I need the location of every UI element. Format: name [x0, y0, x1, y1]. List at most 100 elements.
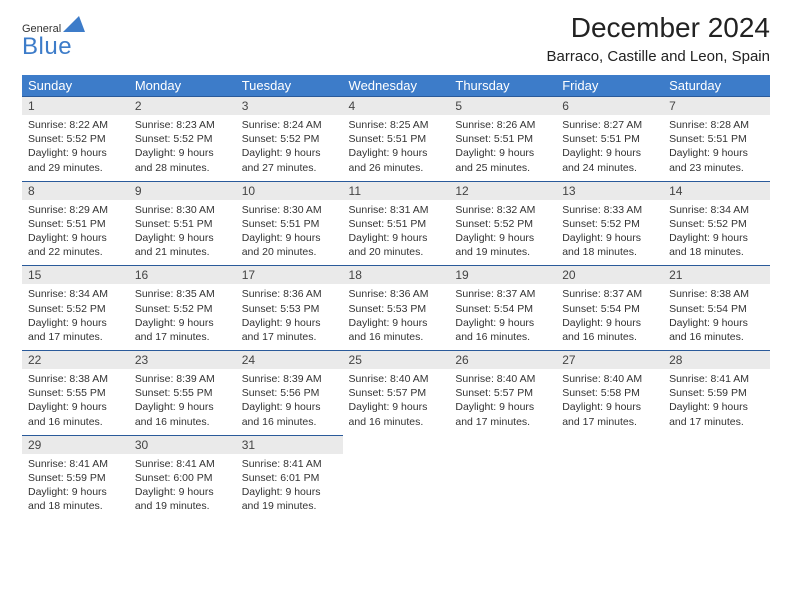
day-cell: Sunrise: 8:39 AMSunset: 5:56 PMDaylight:… — [236, 369, 343, 435]
daylight-text-2: and 19 minutes. — [135, 499, 230, 513]
day-cell: Sunrise: 8:22 AMSunset: 5:52 PMDaylight:… — [22, 115, 129, 181]
sunset-text: Sunset: 5:52 PM — [562, 217, 657, 231]
daylight-text-2: and 19 minutes. — [242, 499, 337, 513]
daylight-text-1: Daylight: 9 hours — [28, 400, 123, 414]
day-cell: Sunrise: 8:27 AMSunset: 5:51 PMDaylight:… — [556, 115, 663, 181]
daylight-text-2: and 18 minutes. — [669, 245, 764, 259]
sunrise-text: Sunrise: 8:27 AM — [562, 118, 657, 132]
daylight-text-1: Daylight: 9 hours — [669, 316, 764, 330]
daylight-text-1: Daylight: 9 hours — [242, 485, 337, 499]
day-cell: Sunrise: 8:26 AMSunset: 5:51 PMDaylight:… — [449, 115, 556, 181]
day-number: 29 — [22, 435, 129, 454]
day-cell: Sunrise: 8:28 AMSunset: 5:51 PMDaylight:… — [663, 115, 770, 181]
day-cell: Sunrise: 8:31 AMSunset: 5:51 PMDaylight:… — [343, 200, 450, 266]
sunset-text: Sunset: 5:51 PM — [455, 132, 550, 146]
day-cell: Sunrise: 8:36 AMSunset: 5:53 PMDaylight:… — [343, 284, 450, 350]
sunrise-text: Sunrise: 8:41 AM — [669, 372, 764, 386]
daylight-text-2: and 17 minutes. — [28, 330, 123, 344]
sunrise-text: Sunrise: 8:36 AM — [242, 287, 337, 301]
daylight-text-1: Daylight: 9 hours — [135, 316, 230, 330]
sunset-text: Sunset: 5:56 PM — [242, 386, 337, 400]
sunset-text: Sunset: 5:52 PM — [28, 132, 123, 146]
sunset-text: Sunset: 5:52 PM — [669, 217, 764, 231]
day-cell — [343, 454, 450, 520]
sunset-text: Sunset: 5:52 PM — [242, 132, 337, 146]
sunset-text: Sunset: 5:52 PM — [135, 302, 230, 316]
daylight-text-1: Daylight: 9 hours — [135, 400, 230, 414]
sunrise-text: Sunrise: 8:32 AM — [455, 203, 550, 217]
daylight-text-2: and 16 minutes. — [349, 415, 444, 429]
sunset-text: Sunset: 5:53 PM — [349, 302, 444, 316]
sunset-text: Sunset: 5:53 PM — [242, 302, 337, 316]
daylight-text-1: Daylight: 9 hours — [135, 485, 230, 499]
weekday-header: Friday — [556, 75, 663, 97]
day-number: 9 — [129, 181, 236, 200]
sunrise-text: Sunrise: 8:39 AM — [135, 372, 230, 386]
day-number: 19 — [449, 266, 556, 285]
day-number: 7 — [663, 97, 770, 116]
daynum-row: 1234567 — [22, 97, 770, 116]
daylight-text-2: and 21 minutes. — [135, 245, 230, 259]
day-number: 18 — [343, 266, 450, 285]
sunrise-text: Sunrise: 8:41 AM — [242, 457, 337, 471]
sunset-text: Sunset: 5:54 PM — [669, 302, 764, 316]
weekday-header: Monday — [129, 75, 236, 97]
daylight-text-1: Daylight: 9 hours — [562, 146, 657, 160]
day-cell: Sunrise: 8:36 AMSunset: 5:53 PMDaylight:… — [236, 284, 343, 350]
sunrise-text: Sunrise: 8:40 AM — [562, 372, 657, 386]
sunrise-text: Sunrise: 8:38 AM — [669, 287, 764, 301]
header-right: December 2024 Barraco, Castille and Leon… — [547, 12, 770, 65]
daylight-text-1: Daylight: 9 hours — [562, 316, 657, 330]
daylight-text-2: and 17 minutes. — [669, 415, 764, 429]
weekday-header: Tuesday — [236, 75, 343, 97]
day-cell: Sunrise: 8:33 AMSunset: 5:52 PMDaylight:… — [556, 200, 663, 266]
day-number: 8 — [22, 181, 129, 200]
daylight-text-2: and 16 minutes. — [562, 330, 657, 344]
daylight-text-2: and 20 minutes. — [242, 245, 337, 259]
daylight-text-1: Daylight: 9 hours — [669, 400, 764, 414]
day-cell: Sunrise: 8:40 AMSunset: 5:58 PMDaylight:… — [556, 369, 663, 435]
day-cell: Sunrise: 8:34 AMSunset: 5:52 PMDaylight:… — [22, 284, 129, 350]
weekday-header: Sunday — [22, 75, 129, 97]
sunset-text: Sunset: 5:51 PM — [28, 217, 123, 231]
daylight-text-1: Daylight: 9 hours — [135, 231, 230, 245]
logo-blue: Blue — [22, 33, 72, 60]
page-title: December 2024 — [547, 12, 770, 44]
sunrise-text: Sunrise: 8:28 AM — [669, 118, 764, 132]
sunrise-text: Sunrise: 8:40 AM — [455, 372, 550, 386]
daylight-text-2: and 18 minutes. — [562, 245, 657, 259]
day-number — [556, 435, 663, 454]
day-number: 3 — [236, 97, 343, 116]
logo-text: General Blue — [22, 20, 85, 59]
daylight-text-2: and 29 minutes. — [28, 161, 123, 175]
data-row: Sunrise: 8:22 AMSunset: 5:52 PMDaylight:… — [22, 115, 770, 181]
day-cell: Sunrise: 8:41 AMSunset: 6:01 PMDaylight:… — [236, 454, 343, 520]
day-number: 20 — [556, 266, 663, 285]
sunset-text: Sunset: 5:59 PM — [28, 471, 123, 485]
data-row: Sunrise: 8:41 AMSunset: 5:59 PMDaylight:… — [22, 454, 770, 520]
day-cell — [663, 454, 770, 520]
daylight-text-2: and 24 minutes. — [562, 161, 657, 175]
page-subtitle: Barraco, Castille and Leon, Spain — [547, 48, 770, 65]
data-row: Sunrise: 8:38 AMSunset: 5:55 PMDaylight:… — [22, 369, 770, 435]
day-number: 25 — [343, 351, 450, 370]
day-number — [663, 435, 770, 454]
day-cell — [556, 454, 663, 520]
weekday-header: Saturday — [663, 75, 770, 97]
sunset-text: Sunset: 5:58 PM — [562, 386, 657, 400]
day-cell: Sunrise: 8:29 AMSunset: 5:51 PMDaylight:… — [22, 200, 129, 266]
daylight-text-1: Daylight: 9 hours — [135, 146, 230, 160]
sunset-text: Sunset: 6:01 PM — [242, 471, 337, 485]
sunset-text: Sunset: 5:51 PM — [242, 217, 337, 231]
sunrise-text: Sunrise: 8:41 AM — [135, 457, 230, 471]
day-cell: Sunrise: 8:30 AMSunset: 5:51 PMDaylight:… — [129, 200, 236, 266]
day-cell: Sunrise: 8:30 AMSunset: 5:51 PMDaylight:… — [236, 200, 343, 266]
data-row: Sunrise: 8:34 AMSunset: 5:52 PMDaylight:… — [22, 284, 770, 350]
daylight-text-1: Daylight: 9 hours — [28, 485, 123, 499]
day-cell: Sunrise: 8:41 AMSunset: 6:00 PMDaylight:… — [129, 454, 236, 520]
day-number: 5 — [449, 97, 556, 116]
day-cell: Sunrise: 8:35 AMSunset: 5:52 PMDaylight:… — [129, 284, 236, 350]
day-number: 12 — [449, 181, 556, 200]
sunset-text: Sunset: 5:51 PM — [562, 132, 657, 146]
day-number: 2 — [129, 97, 236, 116]
